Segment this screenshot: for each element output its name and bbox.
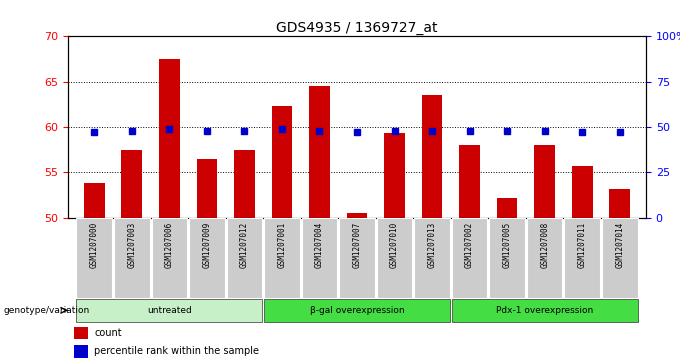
Bar bbox=[309, 86, 330, 218]
Text: count: count bbox=[94, 328, 122, 338]
Bar bbox=[339, 218, 375, 298]
Bar bbox=[564, 218, 600, 298]
Bar bbox=[377, 218, 412, 298]
Text: genotype/variation: genotype/variation bbox=[3, 306, 90, 315]
Bar bbox=[234, 150, 255, 218]
Bar bbox=[452, 299, 638, 322]
Text: GSM1207001: GSM1207001 bbox=[277, 222, 286, 268]
Bar bbox=[459, 145, 480, 218]
Text: GSM1207005: GSM1207005 bbox=[503, 222, 511, 268]
Bar bbox=[189, 218, 224, 298]
Bar bbox=[197, 159, 217, 218]
Text: GSM1207012: GSM1207012 bbox=[240, 222, 249, 268]
Bar bbox=[452, 218, 488, 298]
Text: GSM1207014: GSM1207014 bbox=[615, 222, 624, 268]
Bar bbox=[490, 218, 525, 298]
Bar bbox=[159, 59, 180, 218]
Bar bbox=[497, 198, 517, 218]
Bar bbox=[347, 213, 367, 218]
Text: GSM1207003: GSM1207003 bbox=[127, 222, 136, 268]
Text: GSM1207009: GSM1207009 bbox=[203, 222, 211, 268]
Bar bbox=[602, 218, 638, 298]
Bar bbox=[302, 218, 337, 298]
Bar bbox=[73, 345, 88, 358]
Text: GSM1207002: GSM1207002 bbox=[465, 222, 474, 268]
Bar bbox=[527, 218, 562, 298]
Bar bbox=[384, 134, 405, 218]
Bar bbox=[271, 106, 292, 218]
Text: β-gal overexpression: β-gal overexpression bbox=[309, 306, 405, 315]
Text: percentile rank within the sample: percentile rank within the sample bbox=[94, 346, 259, 356]
Text: GSM1207013: GSM1207013 bbox=[428, 222, 437, 268]
Text: GSM1207007: GSM1207007 bbox=[352, 222, 362, 268]
Bar bbox=[76, 299, 262, 322]
Bar bbox=[84, 183, 105, 218]
Text: GSM1207008: GSM1207008 bbox=[540, 222, 549, 268]
Bar bbox=[73, 327, 88, 339]
Text: GSM1207000: GSM1207000 bbox=[90, 222, 99, 268]
Text: GSM1207011: GSM1207011 bbox=[578, 222, 587, 268]
Bar bbox=[76, 218, 112, 298]
Text: Pdx-1 overexpression: Pdx-1 overexpression bbox=[496, 306, 593, 315]
Bar bbox=[534, 145, 555, 218]
Bar bbox=[422, 95, 443, 218]
Text: GSM1207004: GSM1207004 bbox=[315, 222, 324, 268]
Bar bbox=[122, 150, 142, 218]
Bar bbox=[114, 218, 150, 298]
Bar bbox=[572, 166, 592, 218]
Title: GDS4935 / 1369727_at: GDS4935 / 1369727_at bbox=[276, 21, 438, 35]
Text: GSM1207010: GSM1207010 bbox=[390, 222, 399, 268]
Bar bbox=[264, 218, 300, 298]
Bar bbox=[152, 218, 187, 298]
Bar bbox=[264, 299, 450, 322]
Text: untreated: untreated bbox=[147, 306, 192, 315]
Text: GSM1207006: GSM1207006 bbox=[165, 222, 174, 268]
Bar bbox=[226, 218, 262, 298]
Bar bbox=[609, 189, 630, 218]
Bar bbox=[414, 218, 450, 298]
